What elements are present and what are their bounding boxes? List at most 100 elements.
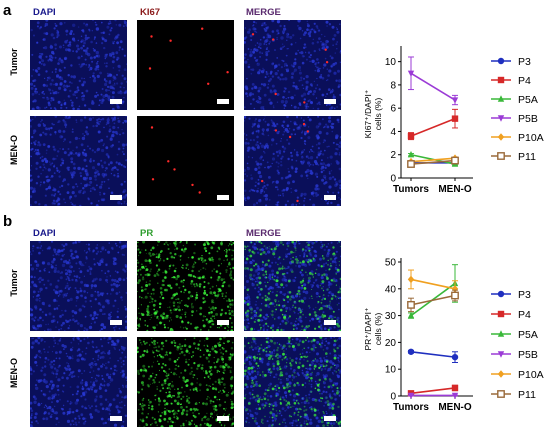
data-point-p11 <box>407 160 415 168</box>
y-tick-label: 20 <box>385 338 397 349</box>
legend-label-p4: P4 <box>518 309 531 321</box>
x-tick-label: MEN-O <box>438 184 472 195</box>
data-point-p11 <box>451 291 459 300</box>
data-point-p5b <box>407 70 415 77</box>
legend-marker-p5b <box>497 351 505 358</box>
data-point-p4 <box>451 384 459 392</box>
legend-label-p4: P4 <box>518 75 531 87</box>
scale-bar <box>110 320 122 325</box>
legend-label-p5a: P5A <box>518 329 538 341</box>
series-line-p10a <box>410 278 456 290</box>
panel-a-letter: a <box>3 2 12 19</box>
series-line-p11 <box>410 159 456 165</box>
panel-a-row-tumor: Tumor <box>9 48 19 76</box>
panel-a-col-dapi: DAPI <box>33 7 56 18</box>
legend-marker-p5a <box>497 330 505 337</box>
y-axis-label: PR⁺/DAPI⁺ cells (%) <box>363 308 383 351</box>
legend-marker-p5b <box>497 115 505 122</box>
y-tick-label: 30 <box>385 311 397 322</box>
micrograph-a-ki67-tumor <box>137 20 234 110</box>
series-line-p5b <box>410 72 456 101</box>
scale-bar <box>217 320 229 325</box>
micrograph-a-dapi-tumor <box>30 20 127 110</box>
micrograph-a-merge-tumor <box>244 20 341 110</box>
data-point-p3 <box>407 348 415 355</box>
panel-b-row-tumor: Tumor <box>9 269 19 297</box>
data-point-p10a <box>451 285 459 293</box>
scale-bar <box>217 195 229 200</box>
scale-bar <box>324 195 336 200</box>
y-tick-label: 6 <box>390 104 396 115</box>
x-tick-label: MEN-O <box>438 402 472 413</box>
legend-marker-p4 <box>497 310 505 318</box>
legend-marker-p10a <box>497 370 505 378</box>
scale-bar <box>110 99 122 104</box>
scale-bar <box>324 416 336 421</box>
panel-a-col-merge: MERGE <box>246 7 281 18</box>
data-point-p3 <box>451 353 459 361</box>
ki67-line-chart: 0 2 4 6 8 10 Tumors MEN-O KI67⁺/DAPI⁺ cells (%) P3… <box>363 46 544 195</box>
scale-bar <box>217 99 229 104</box>
x-tick-label: Tumors <box>393 402 429 413</box>
y-tick-label: 4 <box>390 127 396 138</box>
data-point-p10a <box>407 275 415 284</box>
micrograph-a-dapi-meno <box>30 116 127 206</box>
series-line-p4 <box>410 117 456 137</box>
legend-marker-p11 <box>497 152 505 160</box>
data-point-p5b <box>451 97 459 104</box>
panel-b-col-pr: PR <box>140 228 154 239</box>
scale-bar <box>217 416 229 421</box>
legend-label-p5b: P5B <box>518 113 538 125</box>
y-tick-label: 2 <box>390 150 396 161</box>
series-line-p11 <box>410 294 456 306</box>
micrograph-b-pr-meno <box>137 337 234 427</box>
panel-b-col-dapi: DAPI <box>33 228 56 239</box>
micrograph-b-dapi-meno <box>30 337 127 427</box>
data-point-p5b <box>407 392 415 400</box>
data-point-p4 <box>451 115 459 122</box>
legend-marker-p3 <box>497 57 505 65</box>
legend-label-p10a: P10A <box>518 369 544 381</box>
data-point-p5b <box>451 392 459 400</box>
legend-label-p3: P3 <box>518 289 531 301</box>
legend-marker-p4 <box>497 76 505 84</box>
legend-label-p3: P3 <box>518 56 531 68</box>
micrograph-b-merge-tumor <box>244 241 341 331</box>
panel-a-col-ki67: KI67 <box>140 7 161 18</box>
legend-label-p11: P11 <box>518 151 536 163</box>
micrograph-a-ki67-meno <box>137 116 234 206</box>
series-line-p4 <box>410 387 456 395</box>
scale-bar <box>110 195 122 200</box>
data-point-p5a <box>407 151 415 158</box>
y-tick-label: 8 <box>390 80 396 91</box>
panel-b-letter: b <box>3 213 13 230</box>
scale-bar <box>324 320 336 325</box>
scale-bar <box>110 416 122 421</box>
data-point-p11 <box>451 156 459 165</box>
series-line-p10a <box>410 157 456 163</box>
legend-label-p5a: P5A <box>518 94 538 106</box>
series-line-p3 <box>410 350 456 358</box>
data-point-p4 <box>407 132 415 140</box>
data-point-p11 <box>407 300 415 309</box>
legend-marker-p11 <box>497 390 505 398</box>
y-tick-label: 40 <box>385 284 397 295</box>
y-tick-label: 50 <box>385 258 397 269</box>
y-tick-label: 10 <box>385 57 397 68</box>
panel-b-col-merge: MERGE <box>246 228 281 239</box>
micrograph-b-pr-tumor <box>137 241 234 331</box>
y-tick-label: 0 <box>390 392 396 403</box>
pr-line-chart: 0 10 20 30 40 50 Tumors MEN-O PR⁺/DAPI⁺ cells (%)… <box>363 258 544 414</box>
micrograph-b-dapi-tumor <box>30 241 127 331</box>
scale-bar <box>324 99 336 104</box>
y-axis-label: KI67⁺/DAPI⁺ cells (%) <box>363 90 383 139</box>
panel-b-row-meno: MEN-O <box>9 358 19 388</box>
legend-label-p11: P11 <box>518 389 536 401</box>
micrograph-b-merge-meno <box>244 337 341 427</box>
data-point-p5a <box>407 311 415 319</box>
x-tick-label: Tumors <box>393 184 429 195</box>
panel-a-row-meno: MEN-O <box>9 135 19 165</box>
legend-marker-p5a <box>497 95 505 102</box>
legend-marker-p10a <box>497 133 505 141</box>
y-tick-label: 10 <box>385 365 397 376</box>
